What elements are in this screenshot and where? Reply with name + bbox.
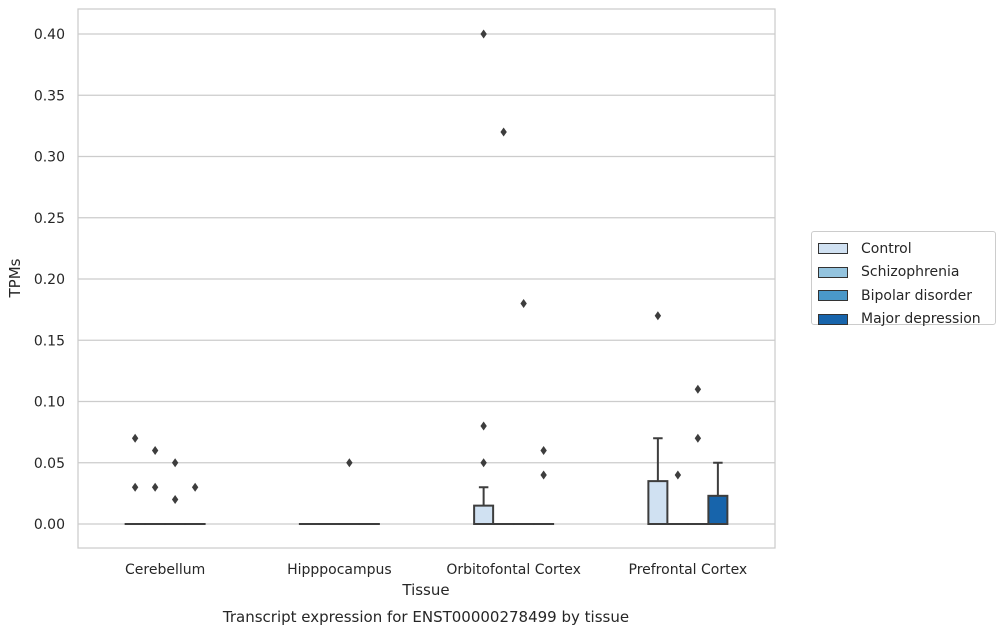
outlier-point bbox=[480, 421, 487, 431]
y-tick-label: 0.35 bbox=[34, 88, 65, 104]
legend-item: Bipolar disorder bbox=[818, 284, 995, 308]
box-body bbox=[473, 504, 495, 525]
x-tick-label: Orbitofontal Cortex bbox=[446, 562, 581, 578]
legend-swatch bbox=[818, 313, 848, 325]
outlier-point bbox=[480, 458, 487, 468]
x-axis-ticks: Cerebellum Hipppocampus Orbitofontal Corte… bbox=[125, 562, 747, 578]
outlier-point bbox=[171, 495, 179, 504]
legend-label: Schizophrenia bbox=[861, 264, 960, 281]
y-axis-label: TPMs bbox=[6, 258, 24, 298]
outlier-point bbox=[131, 433, 139, 443]
outlier-point bbox=[500, 127, 507, 137]
x-tick-label: Prefrontal Cortex bbox=[629, 562, 748, 578]
outlier-point bbox=[151, 446, 159, 455]
box-major-depression bbox=[707, 461, 729, 526]
legend-swatch bbox=[818, 266, 848, 278]
legend-item: Control bbox=[818, 237, 995, 261]
legend-label: Major depression bbox=[861, 311, 981, 328]
legend-swatch bbox=[818, 243, 848, 255]
y-tick-label: 0.30 bbox=[34, 150, 65, 166]
outlier-point bbox=[480, 29, 487, 39]
y-axis-ticks: 0.00 0.05 0.10 0.15 0.20 0.25 0.30 0.35 0.40 bbox=[34, 27, 65, 533]
box-body bbox=[647, 480, 669, 525]
y-tick-label: 0.25 bbox=[34, 211, 65, 227]
gridlines bbox=[78, 33, 775, 525]
outlier-point bbox=[131, 482, 139, 492]
outlier-point bbox=[540, 470, 547, 480]
legend-label: Bipolar disorder bbox=[861, 287, 973, 304]
outlier-point bbox=[151, 482, 159, 492]
x-axis-label: Tissue bbox=[401, 581, 449, 599]
boxes bbox=[124, 437, 729, 526]
y-tick-label: 0.00 bbox=[34, 517, 65, 533]
x-tick-label: Hipppocampus bbox=[287, 562, 392, 578]
outlier-point bbox=[694, 433, 702, 443]
legend-swatch bbox=[818, 290, 848, 302]
legend: Control Schizophrenia Bipolar disorder Majo… bbox=[811, 231, 996, 327]
outlier-point bbox=[520, 299, 527, 308]
legend-item: Major depression bbox=[818, 308, 995, 332]
x-tick-label: Cerebellum bbox=[125, 562, 205, 578]
outlier-point bbox=[191, 482, 199, 492]
box-control bbox=[473, 486, 495, 525]
outlier-point bbox=[171, 458, 179, 468]
chart-title: Transcript expression for ENST0000027849… bbox=[222, 608, 629, 626]
outlier-point bbox=[694, 384, 702, 394]
legend-item: Schizophrenia bbox=[818, 261, 995, 285]
box-body bbox=[707, 494, 729, 526]
y-tick-label: 0.20 bbox=[34, 272, 65, 288]
outlier-point bbox=[654, 311, 662, 321]
y-tick-label: 0.15 bbox=[34, 333, 65, 349]
y-tick-label: 0.10 bbox=[34, 395, 65, 411]
outliers bbox=[131, 29, 702, 504]
outlier-point bbox=[346, 458, 353, 468]
box-control bbox=[647, 437, 669, 525]
y-tick-label: 0.05 bbox=[34, 456, 65, 472]
legend-label: Control bbox=[861, 240, 912, 257]
y-tick-label: 0.40 bbox=[34, 27, 65, 43]
outlier-point bbox=[540, 446, 547, 455]
outlier-point bbox=[674, 470, 682, 480]
plot-area-frame bbox=[77, 8, 776, 549]
